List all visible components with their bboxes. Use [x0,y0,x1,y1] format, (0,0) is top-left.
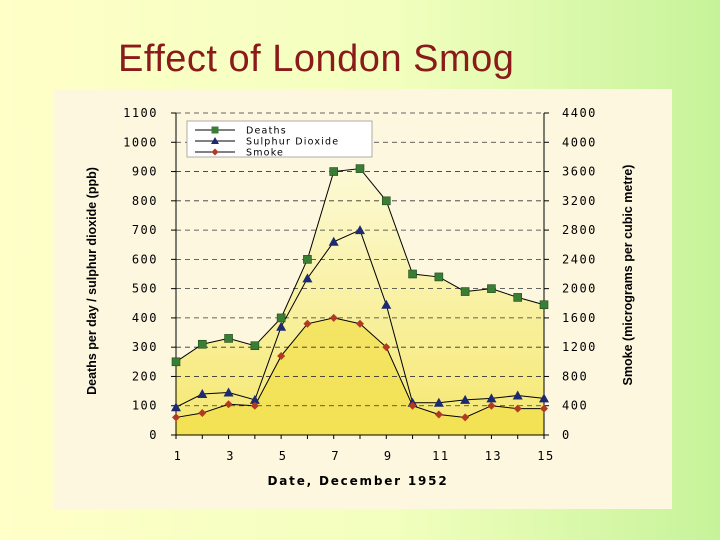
sulphur-dioxide-point [355,225,365,235]
deaths-point [381,196,391,206]
sulphur-dioxide-point [197,389,208,399]
sulphur-dioxide-point [302,273,313,283]
legend-marker-sulphur-dioxide [211,137,219,144]
y-tick-label-right: 3600 [562,165,597,179]
y-tick-label-left: 700 [132,223,158,237]
legend-label-deaths: Deaths [246,126,287,137]
deaths-point [329,167,339,176]
y-tick-label-right: 800 [562,369,588,383]
sulphur-dioxide-point [171,402,181,412]
slide-title: Effect of London Smog [118,38,515,80]
deaths-point [250,341,260,351]
deaths-point [539,300,549,310]
x-tick-label: 11 [432,449,449,463]
sulphur-dioxide-point [223,387,234,397]
deaths-point [171,357,181,367]
smoke-point [277,351,286,360]
sulphur-dioxide-point [328,236,339,246]
deaths-point [197,339,207,349]
y-tick-label-left: 500 [132,282,158,296]
sulphur-dioxide-point [433,397,444,407]
deaths-point [434,272,444,282]
sulphur-dioxide-point [276,321,287,331]
sulphur-dioxide-point [486,393,497,403]
chart-svg: 0 0 100 400 200 800 300 1200 400 1600 500 2000 600 24… [85,106,635,488]
sulphur-dioxide-point [460,394,471,404]
x-tick-label: 5 [279,449,288,463]
chart-panel: 0 0 100 400 200 800 300 1200 400 1600 500 2000 600 24… [54,89,672,509]
deaths-area-fill [176,168,544,436]
x-tick-label: 3 [226,449,235,463]
y-tick-label-right: 4000 [562,135,597,149]
sulphur-dioxide-point [512,390,523,400]
deaths-point [513,293,523,302]
sulphur-dioxide-point [539,393,549,403]
sulphur-dioxide-point [381,299,392,309]
legend-marker-smoke [211,148,219,156]
y-tick-label-right: 4400 [562,106,597,120]
deaths-point [276,313,286,323]
smoke-point [540,404,548,413]
y-axis-left-title: Deaths per day / sulphur dioxide (ppb) [85,167,99,395]
y-tick-label-left: 1000 [123,135,158,149]
y-tick-label-right: 0 [562,428,571,442]
smoke-point [250,401,259,410]
y-tick-label-right: 3200 [562,194,597,208]
y-tick-label-left: 600 [132,252,158,266]
y-tick-label-right: 2000 [562,282,597,296]
smoke-point [408,401,417,410]
x-tick-label: 15 [537,449,554,463]
x-tick-label: 1 [174,449,183,463]
y-tick-label-left: 800 [132,194,158,208]
smoke-point [198,409,207,418]
deaths-point [460,287,470,296]
deaths-point [487,284,496,293]
y-tick-label-right: 2800 [562,223,597,237]
smoke-point [224,400,233,409]
smoke-point [487,401,496,410]
y-tick-label-left: 1100 [123,106,158,120]
y-tick-label-right: 2400 [562,252,597,266]
sulphur-dioxide-point [249,394,260,404]
y-tick-label-right: 1200 [562,340,597,354]
y-tick-label-left: 400 [132,311,158,325]
smoke-point [303,319,312,328]
x-tick-label: 13 [485,449,502,463]
smoke-point [172,413,180,422]
deaths-point [408,269,417,279]
y-tick-label-left: 900 [132,165,158,179]
deaths-point [303,255,312,264]
smoke-point [382,343,391,352]
y-axis-right-title: Smoke (micrograms per cubic metre) [621,165,635,386]
y-tick-label-right: 400 [562,399,588,413]
smoke-point [329,313,338,322]
smoke-point [434,410,443,419]
x-axis-title: Date, December 1952 [268,474,449,488]
y-tick-label-left: 200 [132,369,158,383]
x-tick-label: 7 [331,449,340,463]
smoke-point [513,404,522,413]
smoke-point [356,319,364,328]
legend-label-smoke: Smoke [246,148,284,159]
deaths-point [355,164,365,173]
y-tick-label-left: 0 [149,428,158,442]
y-tick-label-right: 1600 [562,311,597,325]
x-tick-label: 9 [384,449,393,463]
deaths-point [224,334,233,343]
legend-marker-deaths [211,126,219,134]
legend-label-sulphur-dioxide: Sulphur Dioxide [246,137,339,148]
y-tick-label-left: 300 [132,340,158,354]
smoke-point [461,413,470,422]
y-tick-label-left: 100 [132,399,158,413]
